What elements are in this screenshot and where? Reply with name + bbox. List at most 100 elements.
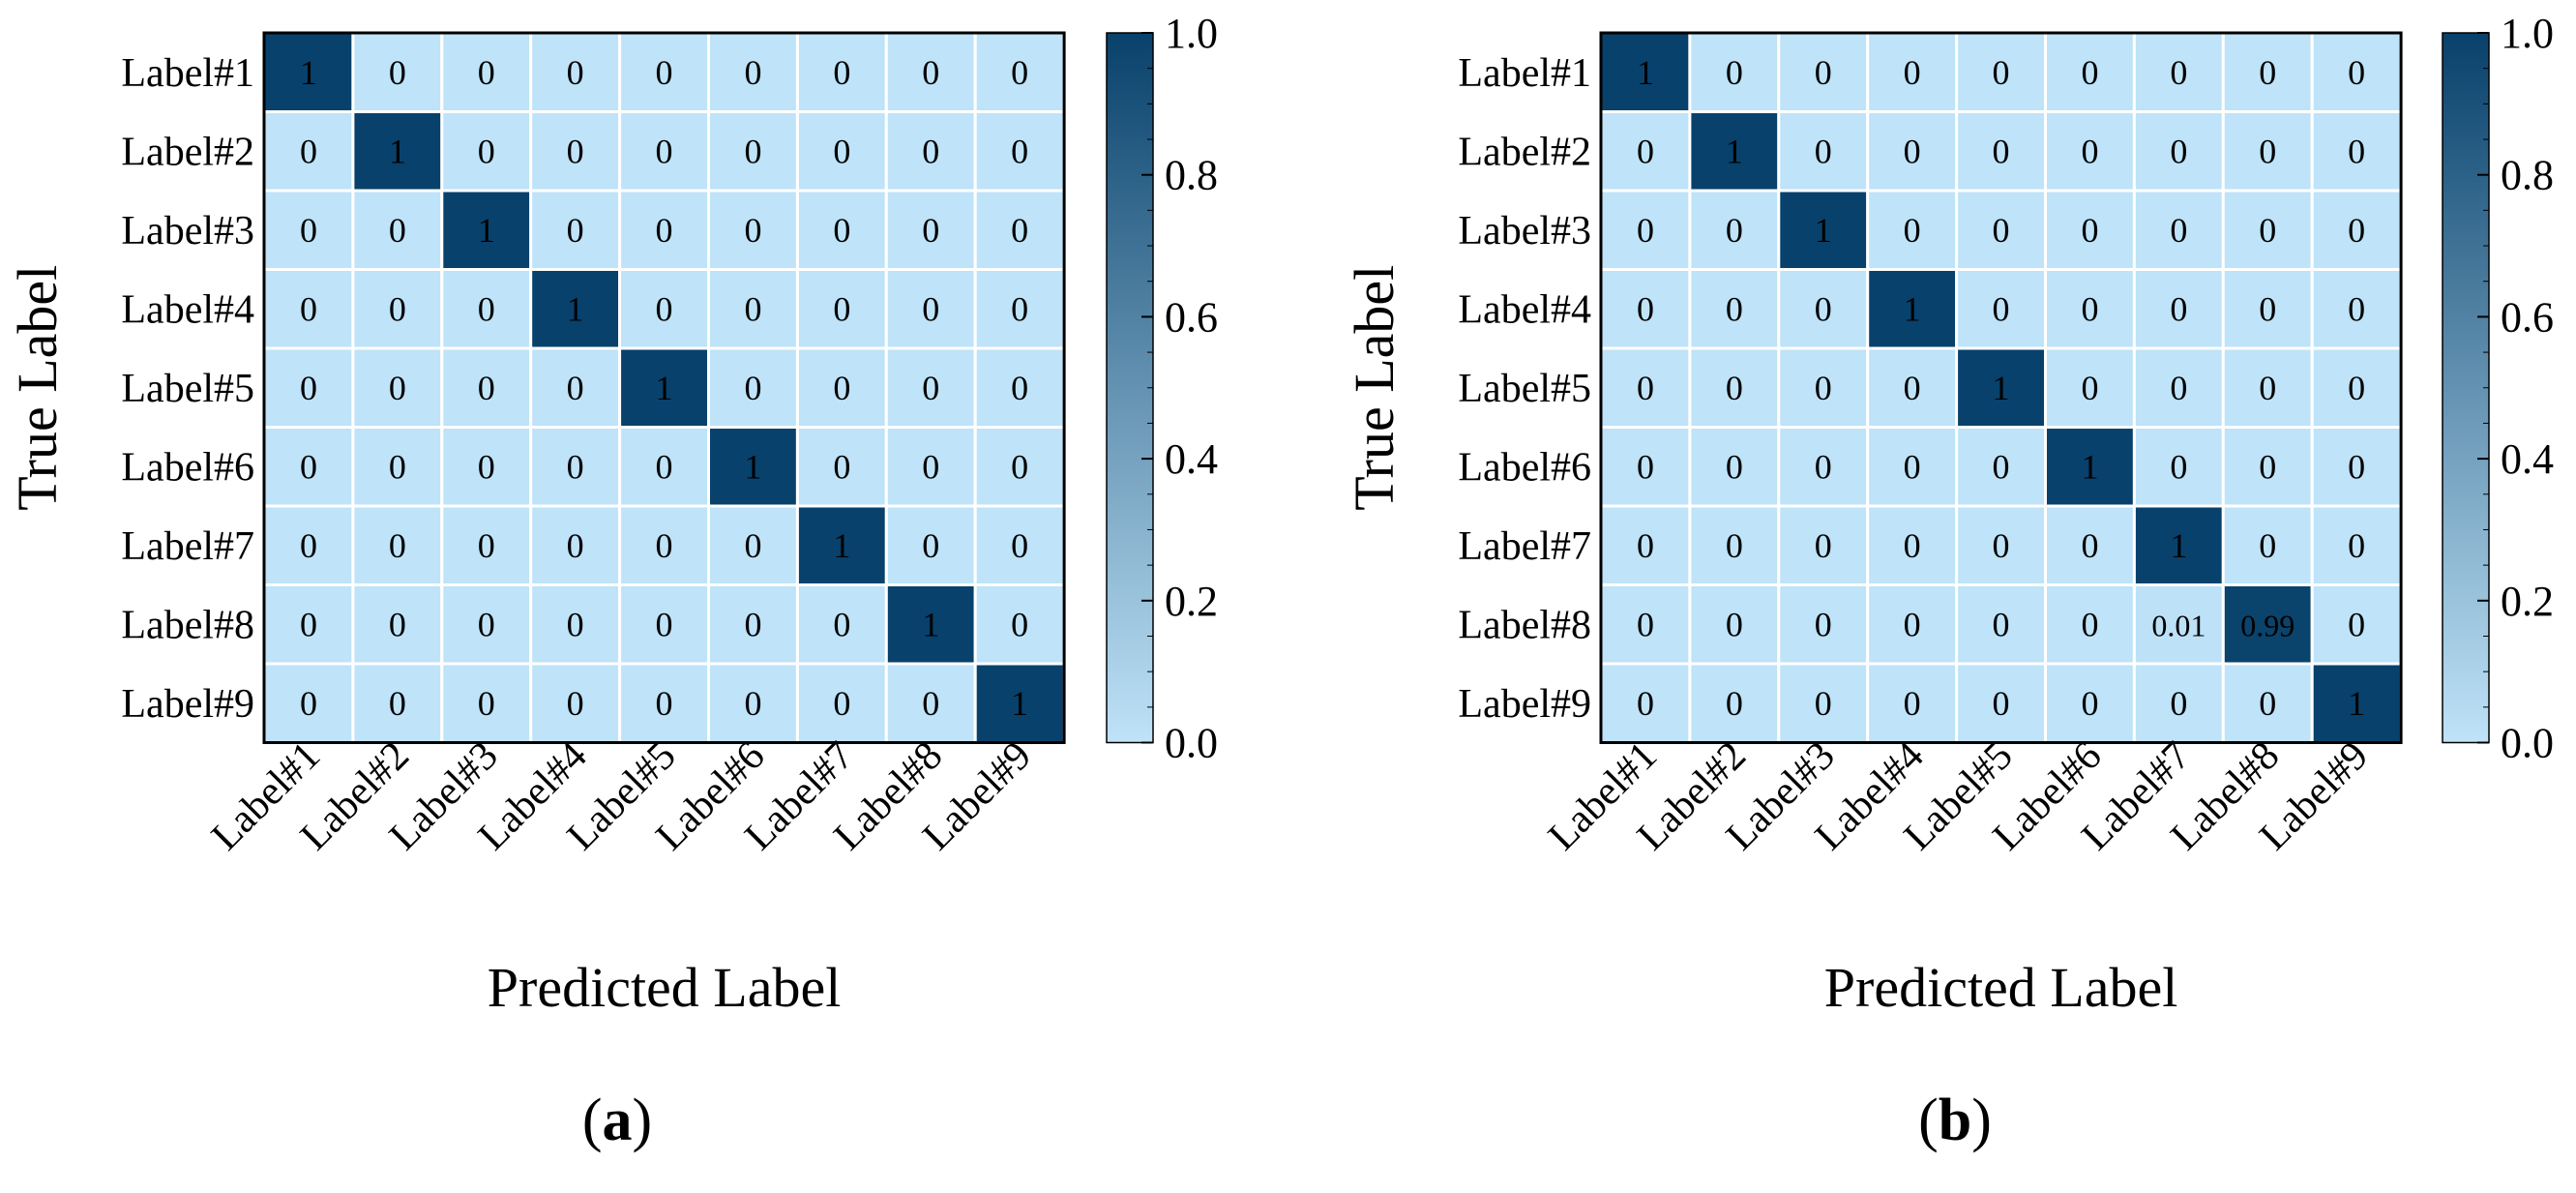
cell-value-label: 0 [1993, 684, 2010, 723]
heatmap-cell [1955, 189, 2047, 271]
heatmap-cell [1866, 346, 1959, 429]
cell-value-label: 0 [389, 289, 406, 328]
heatmap-cell [2221, 189, 2314, 271]
heatmap-cell [707, 31, 799, 113]
colorbar [2442, 32, 2490, 744]
heatmap-cell [1599, 504, 1692, 586]
y-tick-label: Label#7 [121, 524, 254, 569]
cell-value-label: 0 [1726, 447, 1743, 486]
heatmap-cell [884, 110, 977, 193]
cell-value-label: 0 [922, 132, 939, 170]
cell-value-label: 0 [744, 605, 761, 643]
cell-value-label: 0 [656, 132, 673, 170]
cell-value-label: 0 [1637, 526, 1654, 565]
cell-value-label: 0 [2170, 447, 2187, 486]
y-tick-label: Label#3 [121, 209, 254, 254]
cell-value-label: 0 [833, 211, 850, 250]
heatmap-cell [1955, 504, 2047, 586]
heatmap-cell [351, 504, 444, 586]
cell-value-label: 0 [1726, 289, 1743, 328]
heatmap-cell [2132, 662, 2225, 744]
cell-value-label: 0 [1815, 447, 1832, 486]
cell-value-label: 0 [744, 53, 761, 92]
cell-value-label: 0 [300, 132, 317, 170]
heatmap-cell [707, 583, 799, 666]
cell-value-label: 0 [2348, 289, 2365, 328]
cell-value-label: 0 [300, 289, 317, 328]
heatmap-cell [2132, 504, 2225, 586]
cell-value-label: 0 [2259, 132, 2276, 170]
cell-value-label: 0 [1637, 132, 1654, 170]
cell-value-label: 0 [478, 684, 495, 723]
cell-value-label: 0 [1904, 132, 1921, 170]
cell-value-label: 0 [1726, 684, 1743, 723]
cell-value-label: 1 [656, 369, 673, 407]
y-tick-label: Label#6 [1458, 445, 1591, 490]
cell-value-label: 0 [922, 526, 939, 565]
confusion-matrix-panel-b: 1 0 0 0 0 0 0 0 0 0 1 0 0 0 0 0 0 0 0 0 1 0 0 0 0 0 0 0 0 0 1 0 0 0 0 0 0 0 0 0… [1343, 10, 2554, 1153]
cell-value-label: 0 [567, 447, 584, 486]
cell-value-label: 0 [744, 684, 761, 723]
y-tick-label: Label#8 [1458, 603, 1591, 647]
cell-value-label: 1 [833, 526, 850, 565]
cell-value-label: 0 [300, 526, 317, 565]
cell-value-label: 0 [2170, 289, 2187, 328]
cell-value-label: 0 [656, 289, 673, 328]
y-tick-label: Label#1 [1458, 51, 1591, 96]
colorbar-tick-label: 0.4 [1165, 435, 1218, 483]
cell-value-label: 0 [2081, 684, 2098, 723]
cell-value-label: 0 [389, 211, 406, 250]
cell-value-label: 0.01 [2151, 608, 2206, 642]
cell-value-label: 0 [567, 211, 584, 250]
cell-value-label: 0 [1011, 211, 1028, 250]
cell-value-label: 0 [656, 447, 673, 486]
cell-value-label: 0 [2348, 526, 2365, 565]
heatmap-cell [2132, 110, 2225, 193]
cell-value-label: 0 [300, 447, 317, 486]
cell-value-label: 0 [567, 132, 584, 170]
cell-value-label: 0 [744, 289, 761, 328]
y-tick-label: Label#2 [121, 130, 254, 174]
cell-value-label: 1 [1993, 369, 2010, 407]
heatmap-cell [1777, 110, 1870, 193]
heatmap-cell [262, 189, 355, 271]
colorbar [1106, 32, 1154, 744]
cell-value-label: 0 [1815, 526, 1832, 565]
cell-value-label: 0 [922, 289, 939, 328]
heatmap-cell [262, 426, 355, 508]
cell-value-label: 0 [1815, 289, 1832, 328]
colorbar-tick-label: 0.0 [2501, 720, 2554, 767]
heatmap-cell [1866, 426, 1959, 508]
heatmap-cell [973, 583, 1066, 666]
cell-value-label: 0 [1904, 53, 1921, 92]
cell-value-label: 0 [2348, 132, 2365, 170]
cell-value-label: 0.99 [2240, 608, 2295, 642]
cell-value-label: 0 [478, 526, 495, 565]
cell-value-label: 0 [2081, 132, 2098, 170]
cell-value-label: 0 [567, 605, 584, 643]
heatmap-cell [618, 189, 710, 271]
heatmap-cell [795, 662, 888, 744]
cell-value-label: 0 [1815, 605, 1832, 643]
cell-value-label: 0 [2259, 369, 2276, 407]
cell-value-label: 0 [1815, 53, 1832, 92]
colorbar-tick-label: 0.2 [1165, 578, 1218, 625]
heatmap-cell [618, 426, 710, 508]
cell-value-label: 0 [2259, 526, 2276, 565]
cell-value-label: 1 [300, 53, 317, 92]
y-tick-label: Label#3 [1458, 209, 1591, 254]
cell-value-label: 1 [1011, 684, 1028, 723]
heatmap-cell [262, 346, 355, 429]
cell-value-label: 0 [1637, 605, 1654, 643]
heatmap-cell [795, 504, 888, 586]
colorbar-tick-label: 0.4 [2501, 435, 2554, 483]
heatmap-cell [1955, 583, 2047, 666]
heatmap-cell [529, 189, 622, 271]
heatmap-cell [440, 110, 533, 193]
cell-value-label: 0 [656, 684, 673, 723]
heatmap-cell [262, 583, 355, 666]
cell-value-label: 0 [833, 132, 850, 170]
cell-value-label: 0 [478, 132, 495, 170]
cell-value-label: 0 [2259, 289, 2276, 328]
cell-value-label: 0 [1815, 369, 1832, 407]
